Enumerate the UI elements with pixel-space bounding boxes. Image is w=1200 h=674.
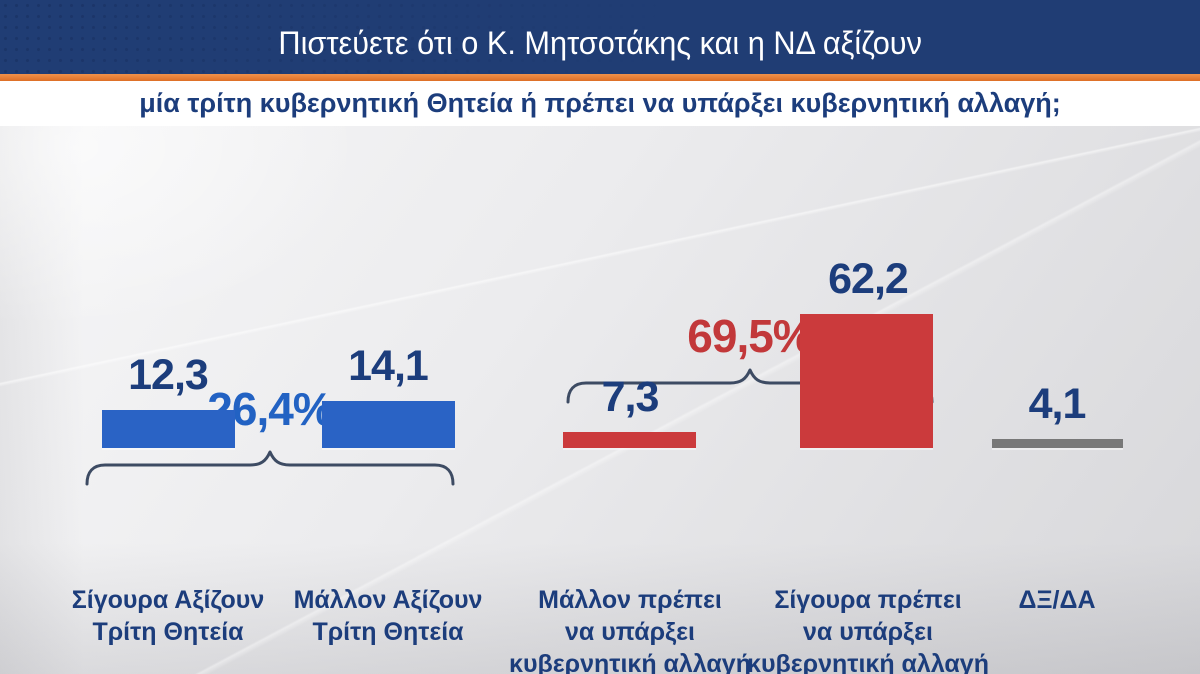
subtitle-band: μία τρίτη κυβερνητική Θητεία ή πρέπει να… [0,81,1200,126]
bar-dont-know [992,439,1123,448]
bar-label: Μάλλον Αξίζουν Τρίτη Θητεία [293,586,483,646]
bar-value: 12,3 [128,351,209,399]
bar-value: 14,1 [348,342,429,390]
headline-question-line1: Πιστεύετε ότι ο Κ. Μητσοτάκης και η ΝΔ α… [278,24,922,61]
bar-label: Σίγουρα πρέπει να υπάρξει κυβερνητική αλ… [747,586,989,674]
bar-sigoura-axizoun [102,410,235,448]
bar-value: 7,3 [601,373,660,421]
bar-mallon-allagi [563,432,696,448]
bar-value: 4,1 [1028,380,1087,428]
bar-label: Σίγουρα Αξίζουν Τρίτη Θητεία [71,586,265,646]
bar-label: Μάλλον πρέπει να υπάρξει κυβερνητική αλλ… [509,586,751,674]
bar-mallon-axizoun [322,401,455,448]
header-bar: Πιστεύετε ότι ο Κ. Μητσοτάκης και η ΝΔ α… [0,0,1200,74]
chart-area: 26,4% 69,5% 12,3 Σίγουρα Αξίζουν Τρίτη Θ… [0,126,1200,674]
bar-value: 62,2 [828,255,909,303]
bar-sigoura-allagi [800,314,933,448]
group-total-government-change: 69,5% [687,310,813,362]
headline-question-line2: μία τρίτη κυβερνητική Θητεία ή πρέπει να… [139,88,1061,118]
group-brace-icon [84,448,456,486]
bar-label: ΔΞ/ΔΑ [1018,586,1096,614]
orange-divider [0,74,1200,81]
